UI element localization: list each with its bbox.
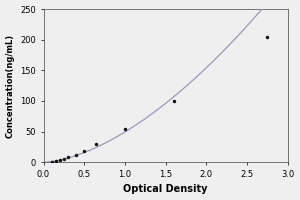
X-axis label: Optical Density: Optical Density xyxy=(123,184,208,194)
Y-axis label: Concentration(ng/mL): Concentration(ng/mL) xyxy=(6,34,15,138)
